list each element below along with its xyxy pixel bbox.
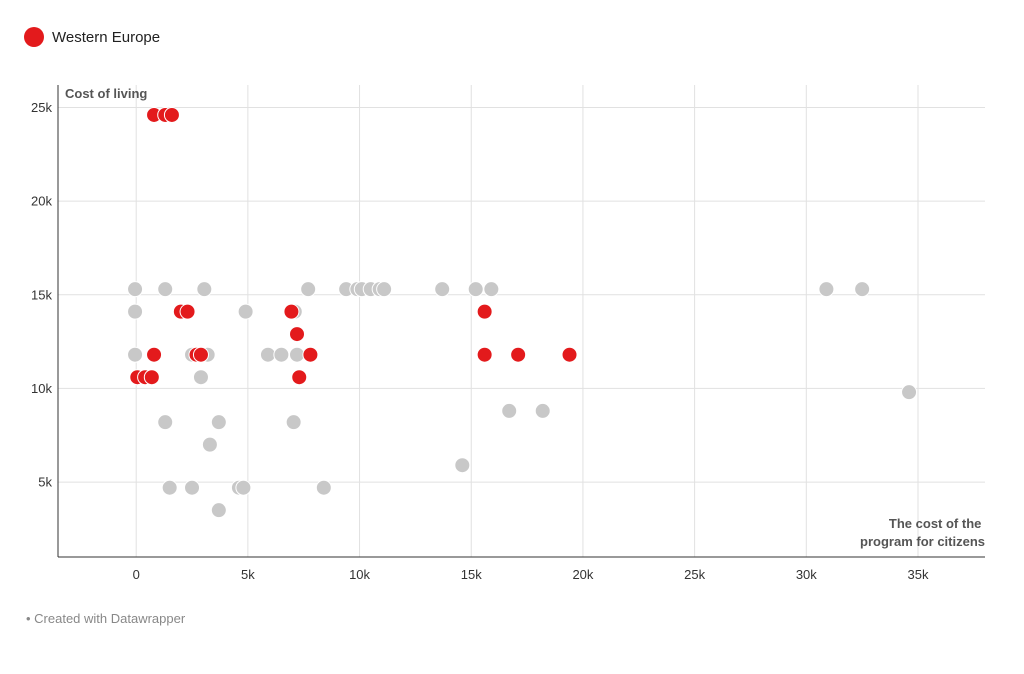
data-point-other xyxy=(237,303,254,320)
data-point-other xyxy=(210,502,227,519)
data-point-other xyxy=(376,281,393,298)
data-point-other xyxy=(127,281,144,298)
y-tick-label: 15k xyxy=(31,287,52,302)
x-tick-label: 10k xyxy=(349,567,370,582)
y-tick-label: 10k xyxy=(31,381,52,396)
data-point-other xyxy=(901,384,918,401)
data-point-other xyxy=(196,281,213,298)
data-point-other xyxy=(483,281,500,298)
data-point-western-europe xyxy=(146,346,163,363)
y-tick-label: 5k xyxy=(38,475,52,490)
axes xyxy=(57,85,985,558)
x-tick-label: 35k xyxy=(908,567,929,582)
footer-credit: • Created with Datawrapper xyxy=(26,611,186,626)
data-point-other xyxy=(300,281,317,298)
y-tick-label: 25k xyxy=(31,100,52,115)
scatter-chart: 5k 10k 15k 20k 25k 0 5k 10k 15k 20k 25k 30k 35k Cost… xyxy=(31,85,985,582)
data-point-western-europe xyxy=(476,346,493,363)
data-point-other xyxy=(467,281,484,298)
data-point-other xyxy=(273,346,290,363)
y-axis-title: Cost of living xyxy=(65,86,147,101)
data-point-other xyxy=(289,346,306,363)
data-point-other xyxy=(259,346,276,363)
data-point-other xyxy=(854,281,871,298)
data-point-other xyxy=(157,414,174,431)
x-axis-title: The cost of the program for citizens xyxy=(860,516,985,549)
data-point-western-europe xyxy=(192,346,209,363)
data-point-western-europe xyxy=(510,346,527,363)
data-point-other xyxy=(501,402,518,419)
data-point-other xyxy=(818,281,835,298)
data-point-western-europe xyxy=(163,106,180,123)
data-point-western-europe xyxy=(561,346,578,363)
x-tick-label: 30k xyxy=(796,567,817,582)
data-point-other xyxy=(210,414,227,431)
data-point-other xyxy=(157,281,174,298)
data-point-other xyxy=(192,369,209,386)
legend-swatch-western-europe xyxy=(24,27,44,47)
x-tick-label: 25k xyxy=(684,567,705,582)
grid-lines xyxy=(58,85,985,557)
data-point-western-europe xyxy=(476,303,493,320)
legend: Western Europe xyxy=(24,27,160,47)
y-tick-label: 20k xyxy=(31,194,52,209)
data-point-other xyxy=(184,479,201,496)
data-point-other xyxy=(315,479,332,496)
data-point-other xyxy=(235,479,252,496)
data-point-other xyxy=(161,479,178,496)
tick-labels: 5k 10k 15k 20k 25k 0 5k 10k 15k 20k 25k 30k 35k xyxy=(31,100,929,582)
data-point-other xyxy=(127,303,144,320)
x-tick-label: 0 xyxy=(133,567,140,582)
data-point-other xyxy=(127,346,144,363)
data-point-western-europe xyxy=(302,346,319,363)
data-point-western-europe xyxy=(289,326,306,343)
data-point-western-europe xyxy=(179,303,196,320)
data-point-western-europe xyxy=(283,303,300,320)
x-tick-label: 20k xyxy=(572,567,593,582)
data-point-other xyxy=(534,402,551,419)
data-point-other xyxy=(454,457,471,474)
x-tick-label: 15k xyxy=(461,567,482,582)
data-point-other xyxy=(285,414,302,431)
data-point-other xyxy=(201,436,218,453)
data-points xyxy=(127,106,918,519)
data-point-western-europe xyxy=(291,369,308,386)
legend-label-western-europe: Western Europe xyxy=(52,28,161,46)
data-point-other xyxy=(434,281,451,298)
x-tick-label: 5k xyxy=(241,567,255,582)
data-point-western-europe xyxy=(143,369,160,386)
